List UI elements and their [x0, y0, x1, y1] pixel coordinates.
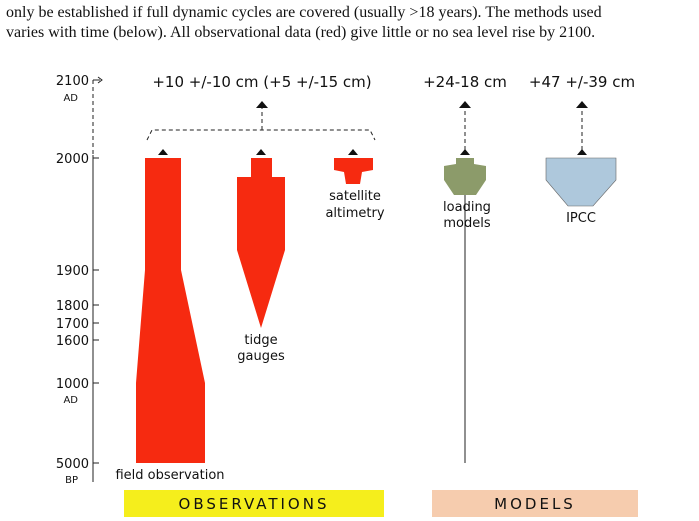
axis-year: 1000	[56, 377, 89, 392]
axis-year: 5000	[56, 457, 89, 472]
method-label: satellite	[329, 189, 381, 204]
axis-era: AD	[63, 395, 78, 406]
method-label: gauges	[237, 349, 285, 364]
axis-era: AD	[63, 93, 78, 104]
method-label: loading	[443, 200, 491, 215]
intro-line: only be established if full dynamic cycl…	[6, 4, 602, 21]
ipcc-result: +47 +/-39 cm	[529, 73, 635, 91]
method-label: tidge	[244, 333, 277, 348]
models-box	[432, 490, 638, 517]
observation-result: +10 +/-10 cm (+5 +/-15 cm)	[152, 73, 371, 91]
axis-year: 1600	[56, 334, 89, 349]
projection-arrows	[146, 101, 588, 155]
axis-year: 1800	[56, 299, 89, 314]
method-label: altimetry	[325, 206, 384, 221]
method-label: field observation	[115, 468, 224, 483]
axis-year: 2100	[56, 74, 89, 89]
method-label: IPCC	[566, 211, 596, 226]
section-label: MODELS	[494, 495, 576, 513]
intro-line: varies with time (below). All observatio…	[6, 24, 595, 41]
axis-year: 1900	[56, 264, 89, 279]
loading-result: +24-18 cm	[423, 73, 507, 91]
ipcc-shape	[545, 157, 617, 207]
observation-shapes	[136, 158, 373, 463]
axis-era: BP	[65, 475, 78, 486]
section-label: OBSERVATIONS	[179, 495, 330, 513]
method-label: models	[443, 216, 490, 231]
observations-box	[124, 490, 384, 517]
time-axis	[92, 76, 103, 482]
loading-shape	[444, 158, 486, 195]
axis-year: 1700	[56, 317, 89, 332]
axis-year: 2000	[56, 152, 89, 167]
